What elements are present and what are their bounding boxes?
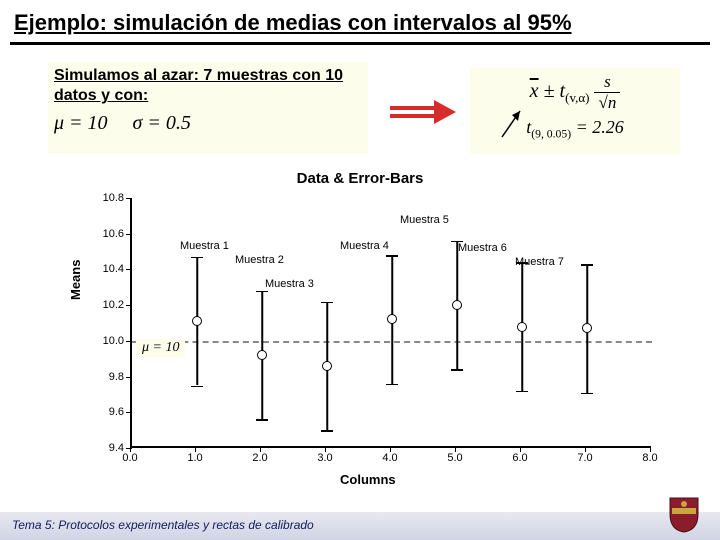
error-cap	[516, 391, 528, 393]
y-tick-mark	[126, 412, 132, 413]
x-tick-label: 4.0	[375, 452, 405, 464]
y-tick-mark	[126, 341, 132, 342]
point-annotation: Muestra 3	[265, 278, 314, 290]
y-tick-label: 10.2	[84, 299, 124, 311]
point-annotation: Muestra 4	[340, 240, 389, 252]
x-tick-mark	[130, 446, 131, 452]
x-tick-label: 6.0	[505, 452, 535, 464]
y-tick-mark	[126, 377, 132, 378]
error-cap	[191, 257, 203, 259]
x-tick-mark	[650, 446, 651, 452]
chart-title: Data & Error-Bars	[60, 170, 660, 187]
x-tick-mark	[455, 446, 456, 452]
y-tick-mark	[126, 198, 132, 199]
footer-text: Tema 5: Protocolos experimentales y rect…	[0, 512, 720, 540]
error-cap	[386, 255, 398, 257]
plot-area	[130, 198, 650, 448]
subtitle-box: Simulamos al azar: 7 muestras con 10 dat…	[48, 62, 368, 153]
error-cap	[386, 384, 398, 386]
error-bar-chart: Data & Error-Bars Means Columns μ = 10 9…	[60, 170, 660, 490]
error-cap	[321, 430, 333, 432]
x-tick-label: 5.0	[440, 452, 470, 464]
y-tick-label: 10.4	[84, 263, 124, 275]
x-axis-label: Columns	[340, 472, 396, 487]
point-annotation: Muestra 7	[515, 256, 564, 268]
y-tick-label: 9.8	[84, 371, 124, 383]
x-tick-mark	[585, 446, 586, 452]
error-cap	[256, 291, 268, 293]
x-tick-mark	[195, 446, 196, 452]
data-point	[192, 316, 202, 326]
x-tick-label: 7.0	[570, 452, 600, 464]
x-tick-mark	[520, 446, 521, 452]
implies-arrow-icon	[388, 100, 458, 129]
x-tick-label: 0.0	[115, 452, 145, 464]
error-cap	[321, 302, 333, 304]
x-tick-label: 1.0	[180, 452, 210, 464]
x-tick-label: 3.0	[310, 452, 340, 464]
crest-icon	[666, 494, 702, 534]
point-annotation: Muestra 2	[235, 254, 284, 266]
error-cap	[581, 393, 593, 395]
title-rule	[10, 42, 710, 45]
point-annotation: Muestra 5	[400, 214, 449, 226]
y-tick-label: 10.6	[84, 228, 124, 240]
mu-inset: μ = 10	[136, 339, 185, 357]
y-tick-label: 10.0	[84, 335, 124, 347]
x-tick-mark	[325, 446, 326, 452]
x-tick-mark	[260, 446, 261, 452]
y-tick-mark	[126, 269, 132, 270]
point-annotation: Muestra 6	[458, 242, 507, 254]
x-tick-mark	[390, 446, 391, 452]
pointer-arrow-icon	[498, 105, 528, 146]
y-tick-label: 9.6	[84, 406, 124, 418]
error-cap	[191, 386, 203, 388]
error-cap	[256, 419, 268, 421]
y-tick-mark	[126, 448, 132, 449]
error-cap	[581, 264, 593, 266]
y-tick-mark	[126, 234, 132, 235]
data-point	[257, 350, 267, 360]
mu-label: μ = 10	[54, 112, 108, 134]
data-point	[322, 361, 332, 371]
sigma-label: σ = 0.5	[133, 112, 191, 134]
slide-title: Ejemplo: simulación de medias con interv…	[0, 0, 720, 42]
data-point	[582, 323, 592, 333]
data-point	[452, 300, 462, 310]
y-axis-label: Means	[68, 260, 83, 300]
error-cap	[451, 369, 463, 371]
data-point	[517, 322, 527, 332]
subtitle-text: Simulamos al azar: 7 muestras con 10 dat…	[54, 66, 362, 106]
point-annotation: Muestra 1	[180, 240, 229, 252]
x-tick-label: 8.0	[635, 452, 665, 464]
y-tick-label: 10.8	[84, 192, 124, 204]
data-point	[387, 314, 397, 324]
x-tick-label: 2.0	[245, 452, 275, 464]
y-tick-mark	[126, 305, 132, 306]
